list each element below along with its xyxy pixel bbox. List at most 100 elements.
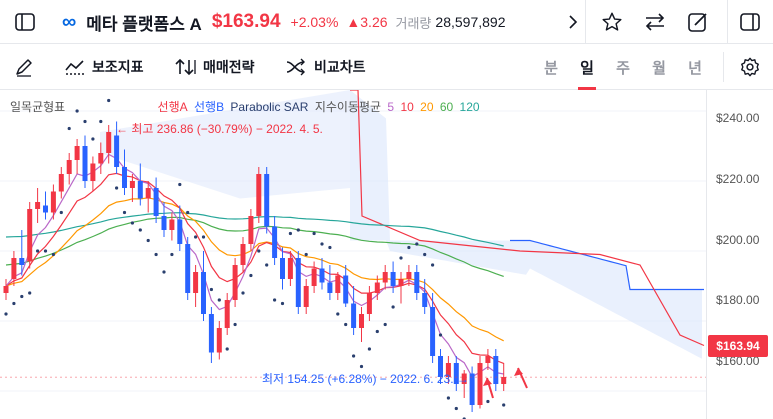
sar-dot — [28, 291, 32, 295]
buy-sell-arrows-icon — [175, 58, 196, 76]
pen-icon[interactable] — [12, 55, 36, 79]
candle-body — [414, 272, 420, 293]
legend-sar[interactable]: Parabolic SAR — [230, 100, 309, 114]
candle-body — [295, 258, 301, 307]
sar-dot — [446, 396, 450, 400]
candle-body — [201, 272, 206, 314]
sar-dot — [273, 298, 277, 302]
period-month[interactable]: 월 — [652, 59, 666, 77]
sar-dot — [20, 294, 24, 299]
compare-button[interactable]: 비교차트 — [286, 44, 366, 90]
sar-dot — [115, 186, 119, 190]
indicators-button[interactable]: 보조지표 — [64, 44, 144, 90]
candle-body — [272, 226, 278, 258]
sar-dot — [344, 322, 348, 327]
divider — [727, 0, 728, 44]
chevron-right-icon[interactable] — [565, 12, 581, 32]
gear-icon[interactable] — [737, 55, 763, 79]
indicator-chart-icon — [65, 60, 84, 75]
price-tick: $160.00 — [716, 354, 760, 368]
ticker-info[interactable]: ∞ 메타 플랫폼스 A $163.94 +2.03% ▲3.26 거래량 28,… — [62, 10, 505, 34]
candle-body — [406, 272, 412, 279]
change-percent: +2.03% — [290, 14, 339, 30]
sar-dot — [257, 249, 261, 253]
low-annotation: 최저 154.25 (+6.28%) − 2022. 6. 23. → — [262, 372, 469, 386]
strategy-button[interactable]: 매매전략 — [175, 44, 255, 90]
change-amount: ▲3.26 — [346, 14, 388, 30]
sar-dot — [280, 301, 285, 306]
sar-dot — [146, 238, 150, 243]
sar-dot — [383, 322, 387, 327]
candle-body — [240, 244, 246, 265]
sar-dot — [99, 119, 103, 124]
sar-dot — [431, 263, 435, 267]
edit-note-icon[interactable] — [685, 10, 711, 34]
price-chart[interactable]: 일목균형표 선행A 선행B Parabolic SAR 지수이동평균 5 10 … — [0, 90, 773, 419]
candle-body — [58, 174, 64, 192]
candle-body — [453, 363, 459, 384]
sidebar-toggle-icon[interactable] — [12, 10, 38, 34]
legend-ema[interactable]: 지수이동평균 — [314, 100, 382, 114]
candle-body — [366, 293, 372, 314]
candle-body — [74, 146, 80, 160]
sar-dot — [67, 126, 71, 131]
sar-dot — [249, 273, 253, 278]
candle-body — [351, 303, 357, 328]
candle-body — [129, 181, 135, 188]
candle-body — [177, 219, 183, 244]
sar-dot — [59, 210, 63, 215]
legend-ichimoku[interactable]: 일목균형표 — [10, 100, 66, 114]
candle-body — [343, 275, 349, 304]
span-b-line — [510, 239, 704, 291]
candle-body — [382, 272, 388, 283]
candle-body — [193, 272, 199, 293]
stock-price: $163.94 — [211, 11, 281, 32]
candle-body — [248, 216, 254, 244]
candle-body — [438, 356, 443, 377]
sar-dot — [407, 245, 411, 250]
sar-dot — [154, 252, 158, 257]
sar-dot — [415, 242, 419, 246]
period-week[interactable]: 주 — [616, 59, 630, 77]
sar-dot — [194, 235, 198, 239]
star-icon[interactable] — [599, 10, 625, 34]
candle-body — [208, 314, 214, 353]
period-year[interactable]: 년 — [688, 59, 702, 77]
compare-cross-icon — [286, 58, 305, 76]
period-day[interactable]: 일 — [575, 44, 599, 90]
ema-5-line — [5, 153, 504, 378]
candle-body — [335, 275, 341, 293]
panel-toggle-icon[interactable] — [737, 10, 763, 34]
price-tick: $240.00 — [716, 111, 760, 125]
candle-body — [256, 174, 262, 216]
candle-body — [501, 377, 507, 384]
ichimoku-cloud-early — [100, 90, 350, 199]
swap-arrows-icon[interactable] — [642, 10, 668, 34]
candle-body — [287, 258, 293, 279]
high-annotation: ← 최고 236.86 (−30.79%) − 2022. 4. 5. — [116, 122, 323, 136]
ichimoku-cloud — [350, 90, 702, 359]
sar-dot — [51, 252, 56, 257]
sar-dot — [4, 312, 8, 316]
legend-span-a[interactable]: 선행A — [157, 100, 188, 114]
strategy-label: 매매전략 — [203, 59, 255, 75]
candle-body — [98, 153, 104, 164]
sar-dot — [201, 235, 206, 239]
sar-dot — [454, 406, 458, 411]
candlestick-chart[interactable] — [0, 90, 706, 419]
legend-ema-60: 60 — [439, 100, 454, 114]
indicator-legend: 일목균형표 선행A 선행B Parabolic SAR 지수이동평균 5 10 … — [10, 98, 483, 115]
period-minute[interactable]: 분 — [544, 59, 558, 77]
candle-body — [232, 265, 238, 300]
ema-20-line — [5, 197, 504, 342]
sar-dot — [217, 298, 221, 302]
candle-body — [216, 328, 222, 353]
candle-body — [19, 258, 25, 265]
legend-ema-120: 120 — [459, 100, 480, 114]
legend-span-b[interactable]: 선행B — [193, 100, 225, 114]
candle-body — [430, 307, 436, 356]
sar-dot — [328, 245, 332, 250]
candle-body — [82, 146, 88, 181]
candle-body — [106, 132, 112, 153]
sar-dot — [486, 399, 490, 404]
